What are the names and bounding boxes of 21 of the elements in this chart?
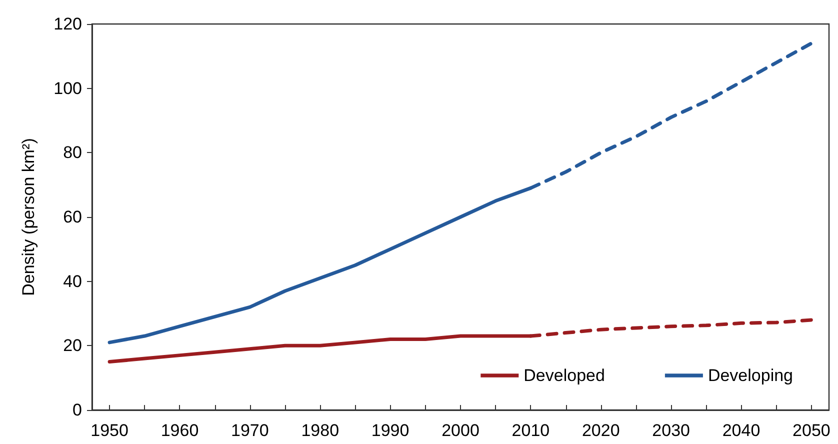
y-tick-label: 40 [63, 272, 82, 291]
y-tick-label: 20 [63, 336, 82, 356]
y-tick-label: 80 [63, 143, 82, 162]
x-tick-label: 2030 [652, 421, 690, 440]
y-tick-label: 100 [54, 78, 82, 98]
y-tick-label: 0 [72, 400, 82, 420]
legend-label: Developing [708, 366, 794, 385]
y-tick-label: 60 [63, 208, 82, 226]
x-tick-label: 1990 [371, 421, 410, 440]
y-tick-label: 120 [54, 14, 82, 34]
legend-label: Developed [524, 366, 605, 385]
x-tick-label: 1970 [231, 421, 269, 440]
x-tick-label: 1980 [301, 421, 340, 440]
x-tick-label: 1960 [160, 421, 199, 440]
x-tick-label: 2020 [582, 421, 620, 440]
y-axis-title: Density (person km²) [19, 138, 38, 296]
x-tick-label: 1950 [90, 421, 128, 440]
x-tick-label: 2010 [512, 421, 550, 440]
x-tick-label: 2040 [722, 421, 760, 440]
x-tick-label: 2000 [442, 421, 480, 440]
x-tick-label: 2050 [792, 421, 830, 440]
